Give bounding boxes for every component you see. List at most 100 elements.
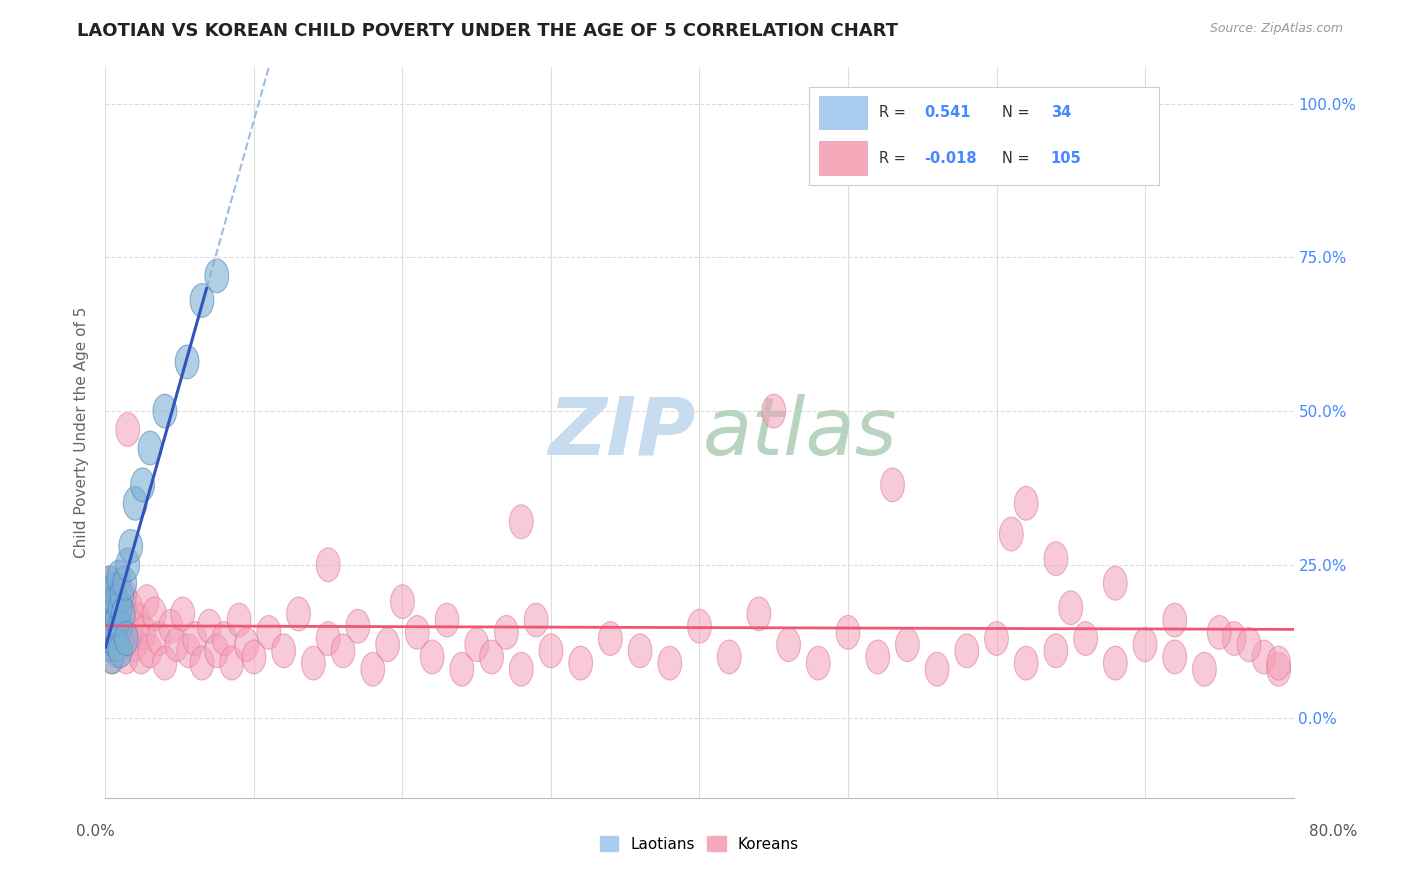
Ellipse shape [112,579,136,613]
Ellipse shape [101,640,125,673]
Ellipse shape [569,646,592,680]
Ellipse shape [131,468,155,502]
Ellipse shape [100,591,124,624]
Ellipse shape [465,628,489,662]
Ellipse shape [98,628,122,662]
Ellipse shape [257,615,281,649]
Ellipse shape [114,622,138,656]
Ellipse shape [1237,628,1261,662]
Ellipse shape [104,585,128,618]
Ellipse shape [124,628,148,662]
Ellipse shape [1267,646,1291,680]
Ellipse shape [97,597,121,631]
Ellipse shape [242,640,266,673]
Ellipse shape [100,640,124,673]
Ellipse shape [538,634,562,668]
Ellipse shape [104,615,128,649]
Ellipse shape [190,646,214,680]
Ellipse shape [120,530,142,563]
Ellipse shape [405,615,429,649]
Ellipse shape [183,622,207,656]
Ellipse shape [955,634,979,668]
Ellipse shape [332,634,354,668]
Ellipse shape [346,609,370,643]
Text: 80.0%: 80.0% [1309,824,1357,838]
Ellipse shape [124,486,148,520]
Ellipse shape [159,609,183,643]
Text: 0.0%: 0.0% [76,824,115,838]
Ellipse shape [1222,622,1246,656]
Ellipse shape [420,640,444,673]
Ellipse shape [138,634,162,668]
Ellipse shape [135,585,159,618]
Ellipse shape [717,640,741,673]
Ellipse shape [1059,591,1083,624]
Ellipse shape [105,634,129,668]
Ellipse shape [114,640,138,673]
Ellipse shape [495,615,519,649]
Ellipse shape [105,603,129,637]
Ellipse shape [1104,566,1128,600]
Ellipse shape [101,579,125,613]
Ellipse shape [108,634,132,668]
Ellipse shape [108,591,132,624]
Ellipse shape [880,468,904,502]
Ellipse shape [391,585,415,618]
Ellipse shape [98,566,122,600]
Ellipse shape [271,634,295,668]
Ellipse shape [807,646,830,680]
Ellipse shape [1133,628,1157,662]
Ellipse shape [98,566,122,600]
Ellipse shape [361,652,385,686]
Ellipse shape [479,640,503,673]
Ellipse shape [509,652,533,686]
Ellipse shape [375,628,399,662]
Ellipse shape [205,259,229,293]
Ellipse shape [108,609,132,643]
Ellipse shape [1074,622,1098,656]
Ellipse shape [103,573,127,607]
Ellipse shape [104,585,128,618]
Ellipse shape [105,597,129,631]
Text: ZIP: ZIP [548,393,696,472]
Ellipse shape [301,646,325,680]
Ellipse shape [205,634,229,668]
Ellipse shape [112,566,136,600]
Ellipse shape [115,413,139,447]
Ellipse shape [628,634,652,668]
Ellipse shape [450,652,474,686]
Ellipse shape [1000,517,1024,551]
Ellipse shape [117,622,141,656]
Ellipse shape [101,591,125,624]
Ellipse shape [105,628,129,662]
Ellipse shape [153,394,177,428]
Ellipse shape [837,615,860,649]
Ellipse shape [212,622,236,656]
Ellipse shape [776,628,800,662]
Ellipse shape [108,615,132,649]
Ellipse shape [287,597,311,631]
Ellipse shape [1045,634,1067,668]
Ellipse shape [98,628,122,662]
Ellipse shape [228,603,252,637]
Ellipse shape [101,622,125,656]
Ellipse shape [138,431,162,465]
Legend: Laotians, Koreans: Laotians, Koreans [593,830,806,858]
Ellipse shape [111,603,135,637]
Ellipse shape [1267,652,1291,686]
Ellipse shape [219,646,243,680]
Ellipse shape [108,591,132,624]
Ellipse shape [1104,646,1128,680]
Ellipse shape [176,345,200,379]
Ellipse shape [110,579,134,613]
Ellipse shape [197,609,221,643]
Ellipse shape [1208,615,1232,649]
Ellipse shape [1163,603,1187,637]
Ellipse shape [129,640,153,673]
Ellipse shape [1163,640,1187,673]
Ellipse shape [120,591,142,624]
Ellipse shape [688,609,711,643]
Ellipse shape [925,652,949,686]
Ellipse shape [103,603,127,637]
Text: LAOTIAN VS KOREAN CHILD POVERTY UNDER THE AGE OF 5 CORRELATION CHART: LAOTIAN VS KOREAN CHILD POVERTY UNDER TH… [77,22,898,40]
